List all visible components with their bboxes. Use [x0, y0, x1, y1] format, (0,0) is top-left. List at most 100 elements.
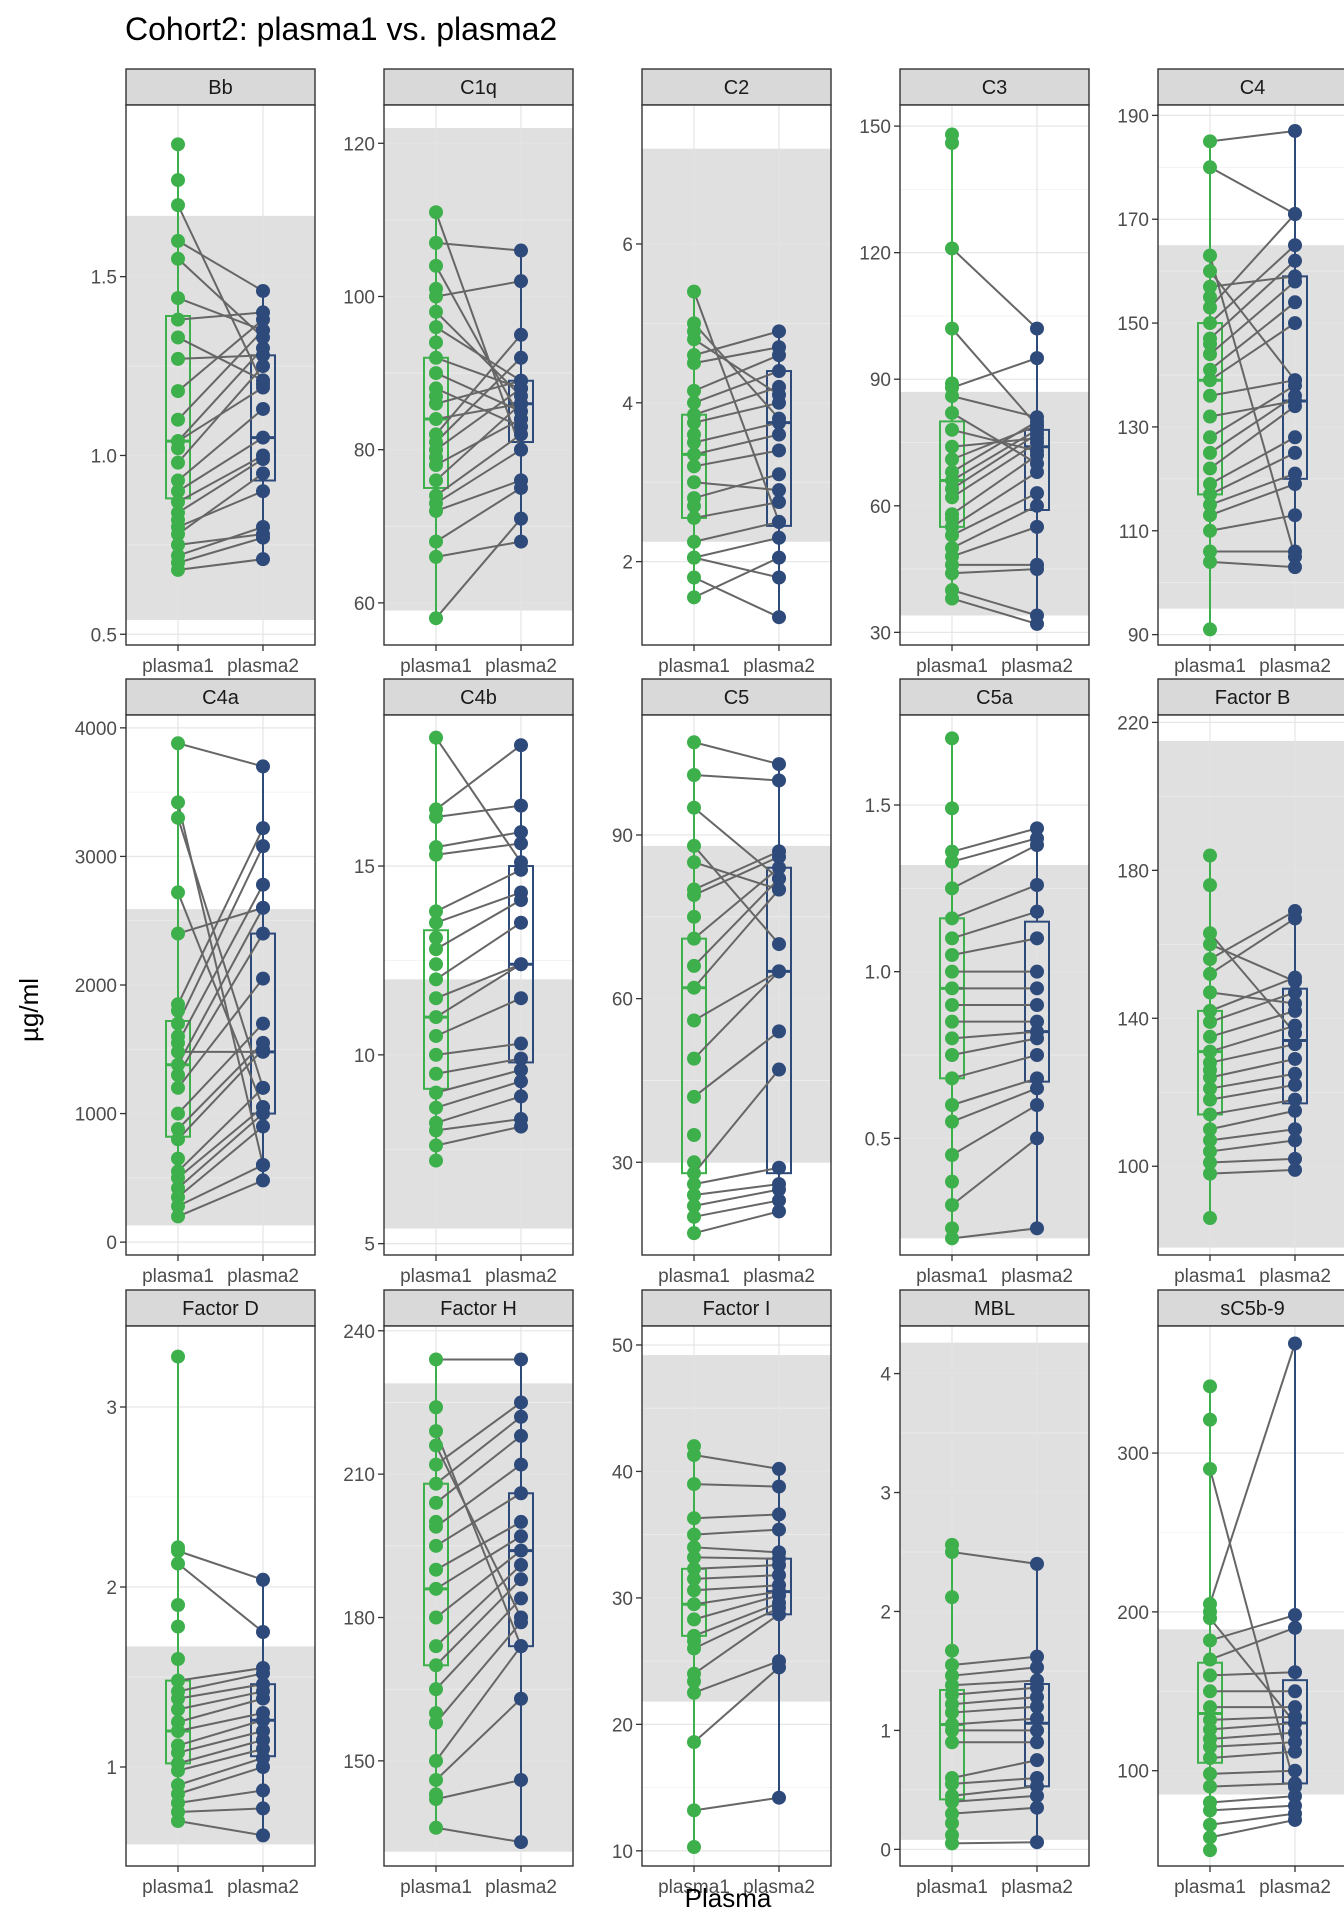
point-plasma2 [1030, 557, 1044, 572]
pair-line [177, 526, 264, 557]
point-plasma1 [429, 1562, 443, 1577]
point-plasma1 [171, 1003, 185, 1018]
point-plasma1 [1203, 1668, 1217, 1683]
y-tick-label: 130 [1117, 418, 1149, 439]
pair-line [1209, 280, 1296, 355]
point-plasma1 [429, 730, 443, 745]
pair-line [951, 1104, 1038, 1156]
y-tick-label: 3 [106, 1398, 117, 1419]
point-plasma1 [429, 1066, 443, 1081]
point-plasma1 [687, 980, 701, 995]
y-tick-label: 2 [880, 1602, 891, 1623]
data-points [1203, 848, 1302, 1226]
pair-line [177, 802, 264, 1166]
point-plasma2 [1288, 445, 1302, 460]
y-tick-label: 1 [106, 1758, 117, 1779]
pair-line [1209, 1057, 1296, 1079]
pair-line [435, 479, 522, 512]
point-plasma1 [687, 1511, 701, 1526]
point-plasma1 [1203, 1461, 1217, 1476]
point-plasma1 [945, 1668, 959, 1683]
point-plasma2 [256, 1572, 270, 1587]
point-plasma2 [256, 971, 270, 986]
pair-line [1209, 255, 1296, 558]
y-tick-label: 220 [1117, 713, 1149, 734]
point-plasma1 [429, 488, 443, 503]
facet-strip [125, 1289, 316, 1327]
point-plasma2 [1030, 821, 1044, 836]
point-plasma2 [1030, 1014, 1044, 1029]
point-plasma2 [514, 1457, 528, 1472]
y-tick-label: 4000 [75, 719, 117, 740]
pair-line [1209, 514, 1296, 532]
point-plasma1 [687, 1612, 701, 1627]
pair-line [177, 436, 264, 493]
y-tick-label: 2 [106, 1578, 117, 1599]
pair-line [177, 240, 264, 292]
point-plasma1 [429, 611, 443, 626]
point-plasma1 [687, 284, 701, 299]
facet-c4b: C4b 5 10 15 plasma1 plasma2 [354, 678, 574, 1287]
pair-line [1209, 213, 1296, 309]
point-plasma2 [1030, 1024, 1044, 1039]
y-tick-label: 15 [354, 857, 375, 878]
point-plasma2 [1288, 1103, 1302, 1118]
pair-line [177, 258, 264, 339]
data-points [429, 1352, 528, 1850]
pair-line [177, 1048, 264, 1140]
pair-line [177, 336, 264, 382]
pair-line [1209, 1812, 1296, 1826]
normal-range-band [900, 865, 1089, 1239]
point-plasma1 [429, 1753, 443, 1768]
point-plasma2 [256, 359, 270, 374]
pair-line [1209, 1083, 1296, 1101]
point-plasma2 [1030, 1835, 1044, 1850]
point-plasma2 [1288, 508, 1302, 523]
y-tick-label: 2 [622, 553, 633, 574]
pair-line [951, 1841, 1038, 1845]
pair-line [435, 1068, 522, 1094]
pair-line [1209, 1617, 1296, 1724]
point-plasma1 [1203, 1412, 1217, 1427]
pair-line [1209, 1024, 1296, 1053]
point-plasma1 [687, 1550, 701, 1565]
point-plasma1 [429, 1047, 443, 1062]
point-plasma2 [1030, 351, 1044, 366]
point-plasma1 [429, 1010, 443, 1025]
point-plasma2 [1030, 431, 1044, 446]
y-tick-label: 300 [1117, 1444, 1149, 1465]
point-plasma1 [687, 1177, 701, 1192]
point-plasma1 [1203, 1712, 1217, 1727]
point-plasma1 [1203, 316, 1217, 331]
point-plasma1 [687, 1051, 701, 1066]
point-plasma1 [429, 957, 443, 972]
pair-line [951, 441, 1038, 499]
point-plasma2 [1030, 981, 1044, 996]
point-plasma2 [772, 443, 786, 458]
pair-line [693, 888, 780, 989]
point-plasma2 [514, 511, 528, 526]
point-plasma1 [945, 1537, 959, 1552]
point-plasma2 [1288, 269, 1302, 284]
point-plasma2 [1288, 1763, 1302, 1778]
pair-line [951, 492, 1038, 537]
point-plasma2 [1030, 1131, 1044, 1146]
panel-border [899, 1325, 1090, 1867]
pair-line [435, 1042, 522, 1056]
point-plasma2 [772, 1160, 786, 1175]
pair-line [951, 1806, 1038, 1815]
facet-label: Factor H [440, 1298, 517, 1320]
point-plasma2 [1030, 321, 1044, 336]
data-points [687, 735, 786, 1241]
point-plasma2 [256, 1044, 270, 1059]
point-plasma1 [687, 931, 701, 946]
pair-line [435, 1521, 522, 1571]
x-tick-label: plasma2 [485, 1877, 557, 1898]
pair-line [1209, 472, 1296, 506]
pair-line [693, 556, 780, 599]
point-plasma1 [687, 1540, 701, 1555]
point-plasma1 [171, 330, 185, 345]
pair-line [693, 1546, 780, 1554]
y-tick-label: 150 [859, 117, 891, 138]
point-plasma1 [945, 948, 959, 962]
